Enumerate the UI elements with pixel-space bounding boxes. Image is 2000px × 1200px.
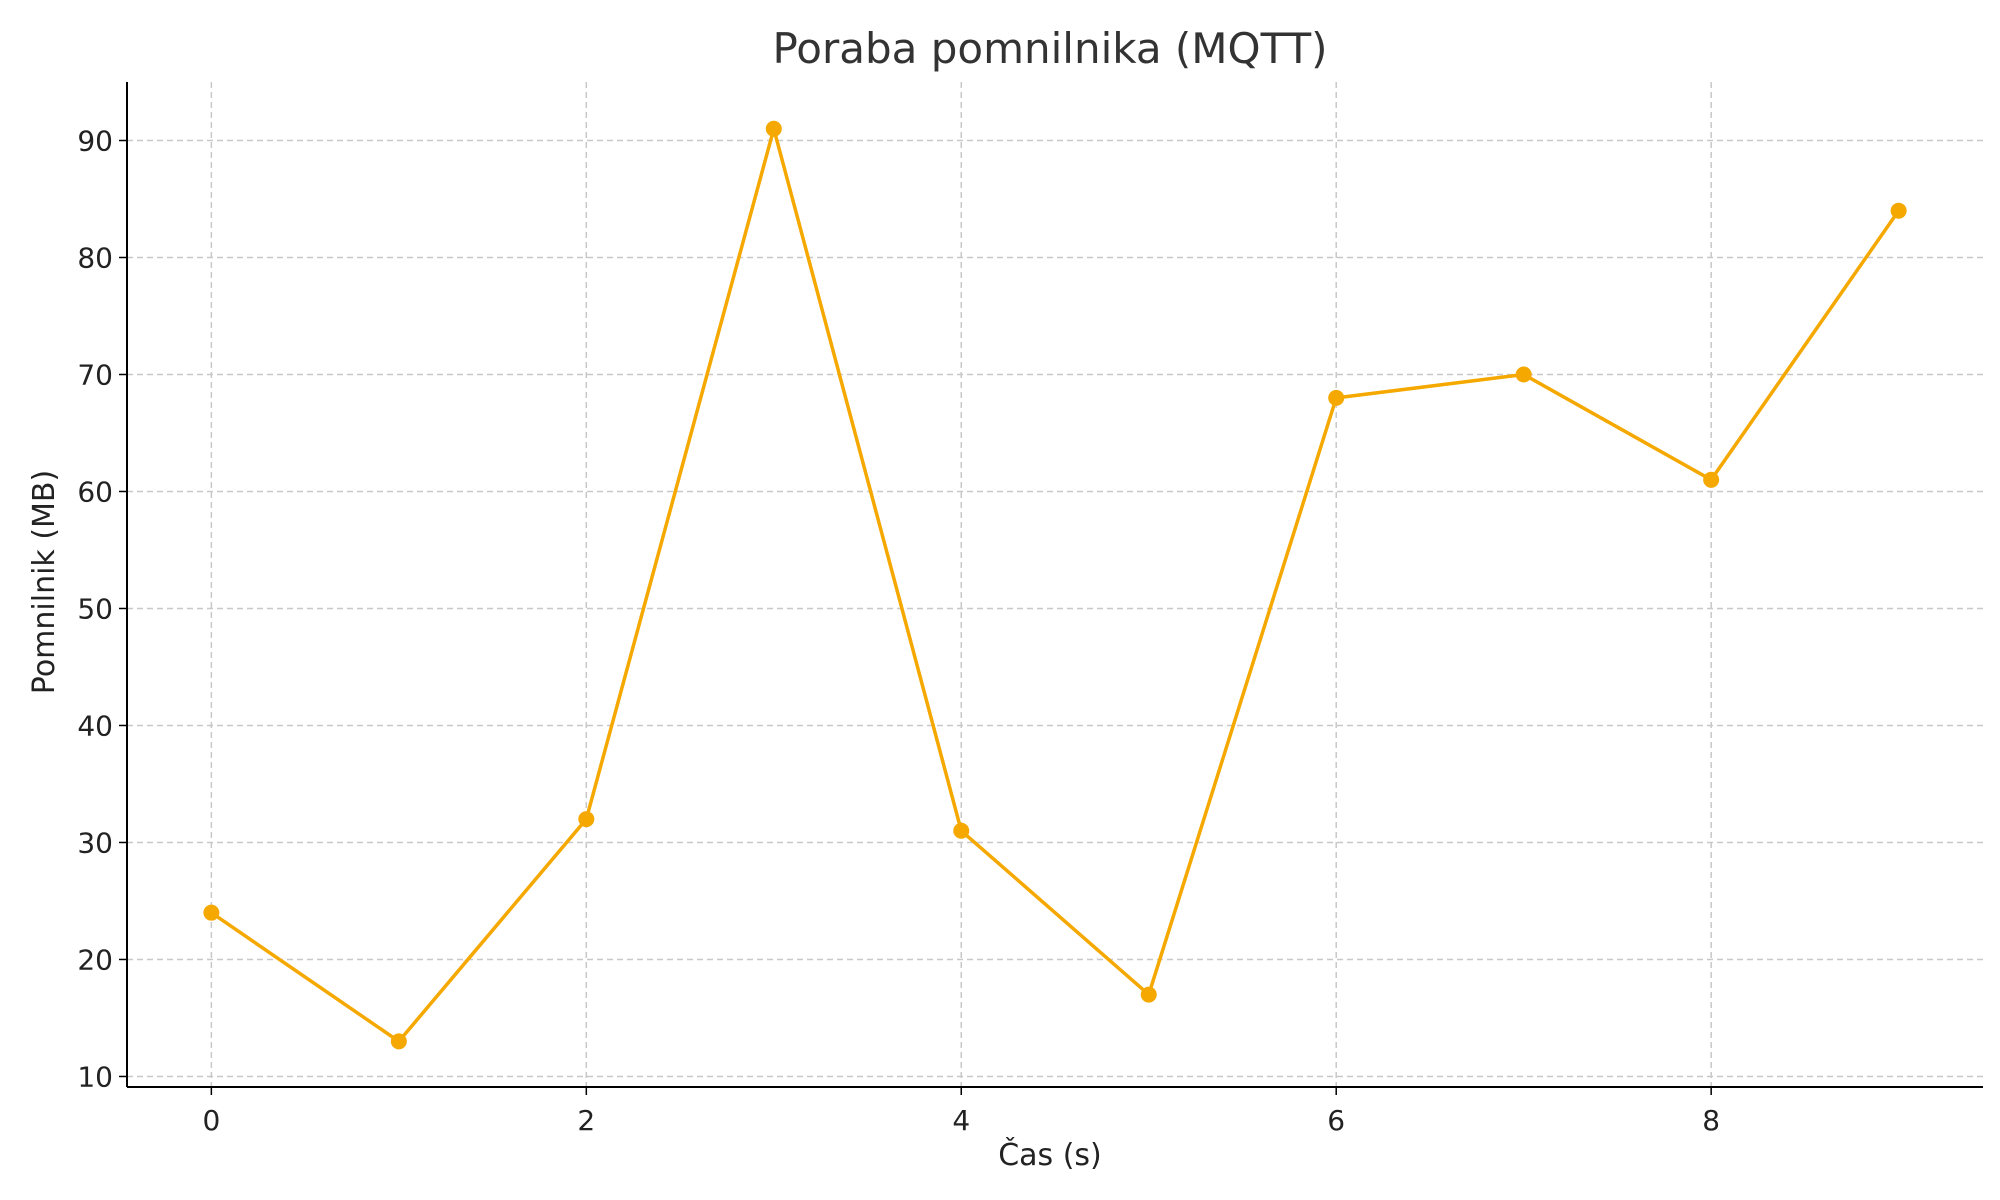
data-point: [1703, 471, 1720, 488]
series-layer: [203, 120, 1907, 1050]
y-tick-label: 60: [77, 475, 113, 508]
y-axis-ticks: 10 20 30 40 50 60 70 80 90: [77, 124, 127, 1093]
data-point: [1140, 986, 1157, 1003]
data-point: [953, 822, 970, 839]
y-tick-label: 80: [77, 241, 113, 274]
x-tick-label: 6: [1327, 1104, 1345, 1137]
data-point: [578, 811, 595, 828]
data-point: [203, 904, 220, 921]
x-tick-label: 2: [577, 1104, 595, 1137]
y-tick-label: 50: [77, 592, 113, 625]
data-point: [390, 1033, 407, 1050]
series-line: [209, 127, 1901, 1044]
x-tick-label: 4: [952, 1104, 970, 1137]
horizontal-grid: [127, 139, 1983, 1078]
y-tick-label: 70: [77, 358, 113, 391]
x-axis-ticks: 0 2 4 6 8: [202, 1087, 1720, 1137]
y-tick-label: 90: [77, 124, 113, 157]
x-axis-label: Čas (s): [998, 1136, 1102, 1173]
y-tick-label: 30: [77, 826, 113, 859]
y-axis-label: Pomnilnik (MB): [27, 470, 62, 694]
data-point: [1515, 366, 1532, 383]
data-point: [1328, 389, 1345, 406]
y-tick-label: 20: [77, 943, 113, 976]
x-tick-label: 0: [202, 1104, 220, 1137]
x-tick-label: 8: [1702, 1104, 1720, 1137]
data-point: [1890, 202, 1907, 219]
y-tick-label: 40: [77, 709, 113, 742]
y-tick-label: 10: [77, 1060, 113, 1093]
chart-title: Poraba pomnilnika (MQTT): [772, 24, 1327, 73]
vertical-grid: [210, 82, 1712, 1087]
data-point: [765, 120, 782, 137]
